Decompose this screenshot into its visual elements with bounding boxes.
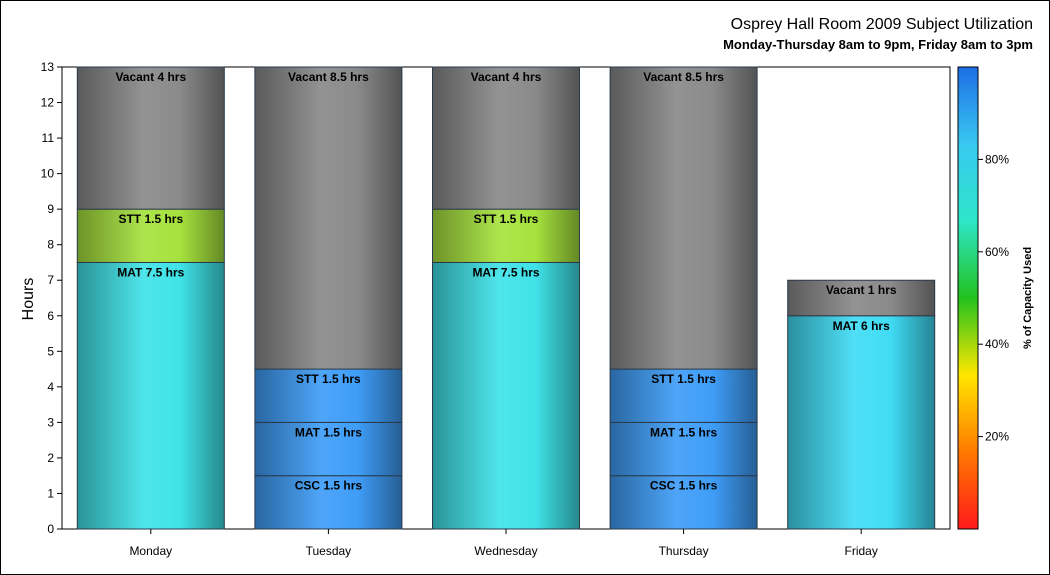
y-tick-label: 2	[47, 451, 54, 465]
bar-segment-label: Vacant 4 hrs	[471, 70, 542, 84]
bar-segment-label: MAT 1.5 hrs	[650, 425, 717, 439]
y-tick-label: 0	[47, 522, 54, 536]
bar-friday: MAT 6 hrs Vacant 1 hrs	[787, 279, 936, 530]
chart-title: Osprey Hall Room 2009 Subject Utilizatio…	[731, 16, 1033, 33]
bar-segment-label: Vacant 1 hrs	[826, 283, 897, 297]
bar-segment-label: STT 1.5 hrs	[474, 212, 539, 226]
bar-monday: MAT 7.5 hrs STT 1.5 hrs Vacant 4 hrs	[76, 66, 225, 530]
y-tick-label: 8	[47, 238, 54, 252]
colorbar-tick-label: 20%	[985, 430, 1009, 444]
bar-segment-label: MAT 6 hrs	[833, 319, 890, 333]
bar-segment-stt	[76, 208, 225, 263]
bars-group: MAT 7.5 hrs STT 1.5 hrs Vacant 4 hrs CSC 1.…	[76, 66, 936, 530]
bar-segment-label: STT 1.5 hrs	[296, 372, 361, 386]
bar-segment-mat	[432, 261, 580, 530]
bar-thursday: CSC 1.5 hrs MAT 1.5 hrs STT 1.5 hrs Vacant …	[609, 66, 758, 530]
bar-segment-label: Vacant 8.5 hrs	[288, 70, 369, 84]
bar-segment-vacant	[254, 66, 403, 370]
bar-segment-mat	[787, 315, 936, 530]
bar-segment-vacant	[432, 66, 580, 210]
bar-segment-label: STT 1.5 hrs	[651, 372, 716, 386]
chart-subtitle: Monday-Thursday 8am to 9pm, Friday 8am t…	[723, 37, 1033, 52]
bar-segment-mat	[609, 421, 758, 477]
y-tick-label: 13	[41, 60, 55, 74]
bar-segment-label: Vacant 8.5 hrs	[643, 70, 724, 84]
bar-segment-label: CSC 1.5 hrs	[650, 479, 718, 493]
y-tick-label: 10	[41, 167, 55, 181]
y-tick-label: 6	[47, 309, 54, 323]
bar-segment-label: MAT 7.5 hrs	[472, 265, 539, 279]
y-tick-label: 11	[42, 131, 55, 145]
y-tick-label: 4	[47, 380, 54, 394]
y-axis-label: Hours	[20, 278, 37, 321]
bar-segment-label: CSC 1.5 hrs	[295, 479, 363, 493]
x-tick-label: Monday	[129, 544, 172, 558]
y-tick-label: 3	[47, 415, 54, 429]
bar-segment-stt	[254, 368, 403, 423]
y-tick-label: 5	[47, 344, 54, 358]
bar-segment-label: MAT 7.5 hrs	[117, 265, 184, 279]
bar-segment-stt	[609, 368, 758, 423]
colorbar-title: % of Capacity Used	[1022, 247, 1034, 349]
y-tick-label: 1	[47, 486, 54, 500]
bar-segment-label: Vacant 4 hrs	[115, 70, 186, 84]
y-tick-label: 7	[47, 273, 54, 287]
colorbar-tick-label: 40%	[985, 337, 1009, 351]
bar-segment-vacant	[787, 279, 936, 317]
colorbar-tick-label: 60%	[985, 245, 1009, 259]
bar-tuesday: CSC 1.5 hrs MAT 1.5 hrs STT 1.5 hrs Vacant …	[254, 66, 403, 530]
colorbar-gradient	[957, 66, 979, 530]
x-tick-label: Thursday	[659, 544, 709, 558]
bar-segment-csc	[254, 475, 403, 530]
x-axis: Monday Tuesday Wednesday Thursday Friday	[129, 529, 878, 558]
colorbar-ticks: 20% 40% 60% 80%	[978, 152, 1009, 444]
colorbar-tick-label: 80%	[985, 152, 1009, 166]
bar-wednesday: MAT 7.5 hrs STT 1.5 hrs Vacant 4 hrs	[432, 66, 580, 530]
bar-segment-mat	[254, 421, 403, 477]
bar-segment-vacant	[76, 66, 225, 210]
bar-segment-label: MAT 1.5 hrs	[295, 425, 362, 439]
colorbar: 20% 40% 60% 80% % of Capacity Used	[957, 66, 1034, 530]
x-tick-label: Wednesday	[474, 544, 537, 558]
y-tick-label: 12	[41, 96, 55, 110]
bar-segment-label: STT 1.5 hrs	[118, 212, 183, 226]
bar-segment-mat	[76, 261, 225, 530]
bar-segment-vacant	[609, 66, 758, 370]
x-tick-label: Tuesday	[306, 544, 352, 558]
x-tick-label: Friday	[845, 544, 878, 558]
y-tick-label: 9	[47, 202, 54, 216]
